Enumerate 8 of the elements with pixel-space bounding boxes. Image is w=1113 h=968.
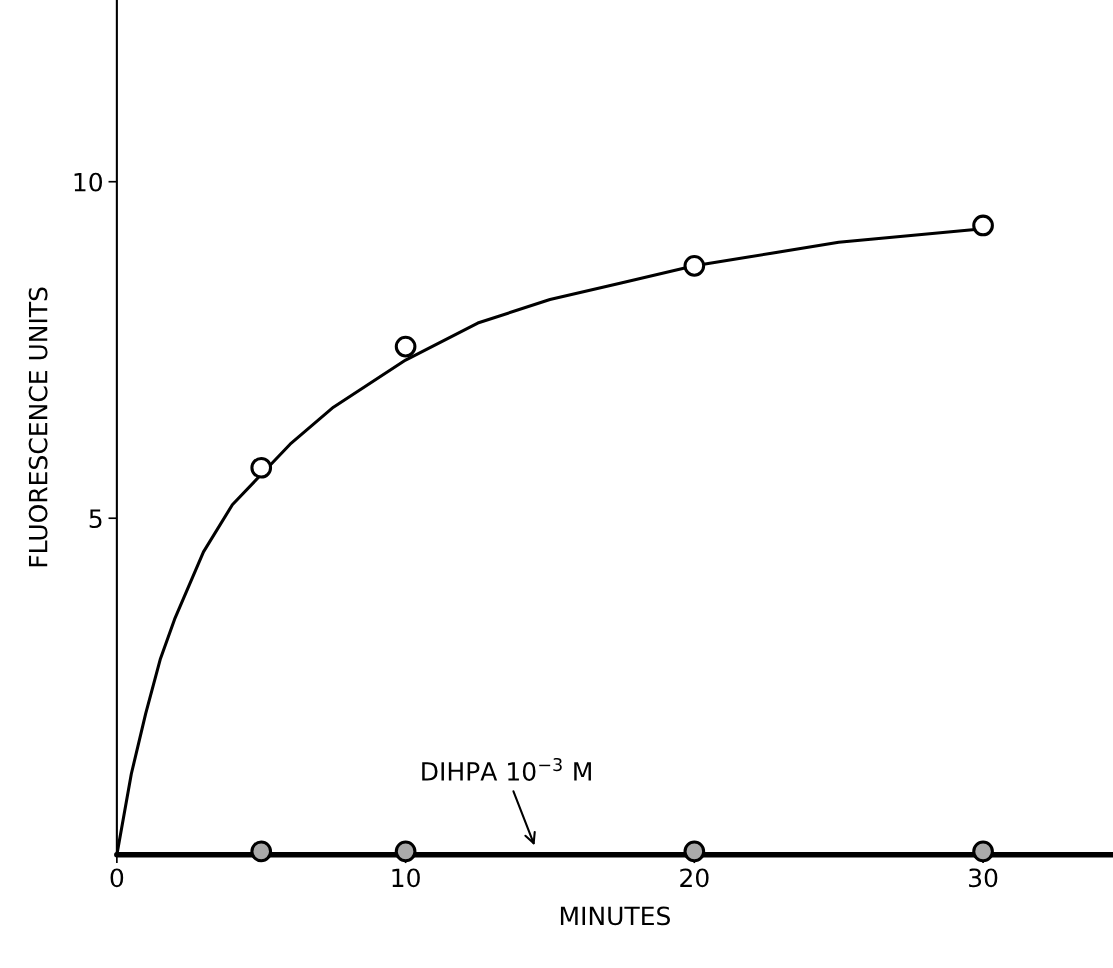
annotation: DIHPA 10$^{−3}$ M [422, 757, 591, 781]
x-tick-label: 0 [110, 868, 124, 888]
x-tick-label: 30 [969, 868, 998, 888]
x-axis-title: MINUTES [560, 906, 670, 926]
x-tick-label: 20 [680, 868, 709, 888]
y-tick-label: 5 [89, 509, 102, 529]
y-axis-title: FLUORESCENCE UNITS [28, 287, 48, 567]
x-tick-label: 10 [392, 868, 420, 888]
